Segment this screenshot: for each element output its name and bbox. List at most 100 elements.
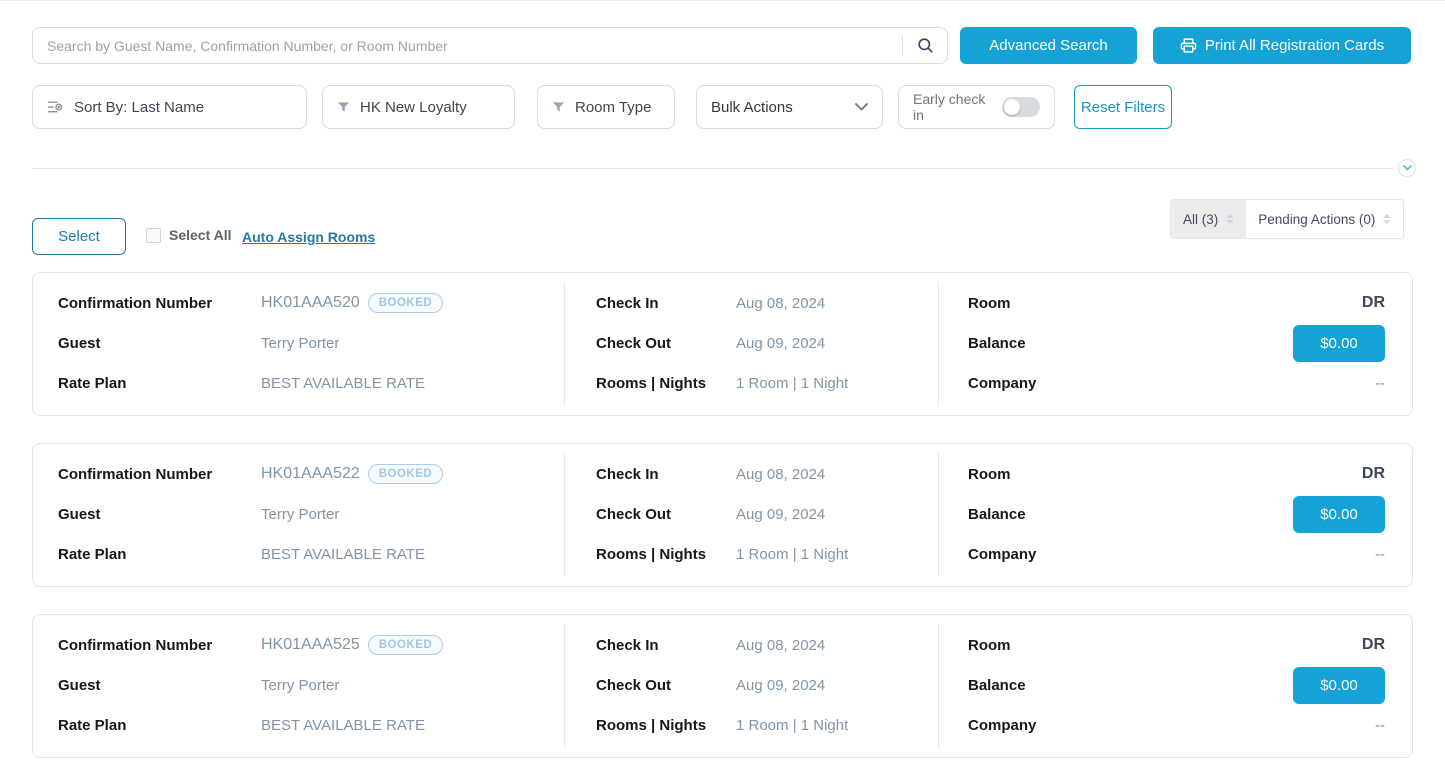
rooms-nights-value: 1 Room | 1 Night bbox=[736, 716, 849, 734]
reset-filters-button[interactable]: Reset Filters bbox=[1074, 85, 1172, 129]
divider bbox=[938, 624, 939, 748]
rate-plan-label: Rate Plan bbox=[58, 716, 127, 734]
reservation-list: Confirmation Number HK01AAA520 BOOKED Gu… bbox=[32, 272, 1413, 758]
check-in-label: Check In bbox=[596, 294, 659, 312]
reservation-card[interactable]: Confirmation Number HK01AAA520 BOOKED Gu… bbox=[32, 272, 1413, 416]
guest-value: Terry Porter bbox=[261, 334, 340, 352]
early-check-in-control: Early check in bbox=[898, 85, 1055, 129]
room-label: Room bbox=[968, 465, 1011, 483]
sort-by-label: Sort By: Last Name bbox=[74, 98, 205, 116]
confirmation-number-value: HK01AAA520 bbox=[261, 294, 360, 311]
room-label: Room bbox=[968, 294, 1011, 312]
company-label: Company bbox=[968, 716, 1037, 734]
guest-label: Guest bbox=[58, 334, 101, 352]
print-all-label: Print All Registration Cards bbox=[1204, 37, 1385, 54]
select-all-control: Select All bbox=[146, 227, 232, 243]
check-out-label: Check Out bbox=[596, 676, 672, 694]
check-in-value: Aug 08, 2024 bbox=[736, 636, 826, 654]
balance-button[interactable]: $0.00 bbox=[1293, 495, 1385, 533]
sort-icon bbox=[47, 100, 64, 114]
divider bbox=[938, 282, 939, 406]
divider bbox=[564, 624, 565, 748]
search-box bbox=[32, 27, 948, 64]
balance-label: Balance bbox=[968, 334, 1026, 352]
tab-all[interactable]: All (3) bbox=[1171, 200, 1247, 238]
company-label: Company bbox=[968, 374, 1037, 392]
room-label: Room bbox=[968, 636, 1011, 654]
search-input[interactable] bbox=[33, 37, 902, 54]
divider bbox=[564, 282, 565, 406]
rooms-nights-label: Rooms | Nights bbox=[596, 374, 707, 392]
hk-new-loyalty-filter[interactable]: HK New Loyalty bbox=[322, 85, 515, 129]
rate-plan-label: Rate Plan bbox=[58, 545, 127, 563]
balance-button[interactable]: $0.00 bbox=[1293, 324, 1385, 362]
select-all-label: Select All bbox=[169, 227, 232, 243]
divider bbox=[902, 35, 903, 56]
rooms-nights-label: Rooms | Nights bbox=[596, 716, 707, 734]
room-type-filter-label: Room Type bbox=[575, 98, 652, 116]
room-value: DR bbox=[1361, 636, 1385, 653]
reservation-card[interactable]: Confirmation Number HK01AAA525 BOOKED Gu… bbox=[32, 614, 1413, 758]
select-all-checkbox[interactable] bbox=[146, 227, 161, 243]
confirmation-number-label: Confirmation Number bbox=[58, 636, 213, 654]
check-in-value: Aug 08, 2024 bbox=[736, 465, 826, 483]
rate-plan-label: Rate Plan bbox=[58, 374, 127, 392]
check-out-value: Aug 09, 2024 bbox=[736, 676, 826, 694]
confirmation-number-label: Confirmation Number bbox=[58, 294, 213, 312]
check-in-label: Check In bbox=[596, 636, 659, 654]
room-value: DR bbox=[1361, 465, 1385, 482]
early-check-in-label: Early check in bbox=[913, 91, 986, 123]
chevron-down-icon bbox=[1402, 165, 1412, 171]
room-type-filter[interactable]: Room Type bbox=[537, 85, 675, 129]
funnel-icon bbox=[552, 101, 565, 113]
sorter-icon bbox=[1383, 214, 1392, 224]
select-button[interactable]: Select bbox=[32, 218, 126, 255]
toggle-knob bbox=[1004, 99, 1020, 115]
guest-label: Guest bbox=[58, 676, 101, 694]
tab-pending-actions[interactable]: Pending Actions (0) bbox=[1246, 200, 1403, 238]
guest-value: Terry Porter bbox=[261, 505, 340, 523]
rate-plan-value: BEST AVAILABLE RATE bbox=[261, 374, 425, 392]
print-all-registration-cards-button[interactable]: Print All Registration Cards bbox=[1153, 27, 1411, 64]
balance-label: Balance bbox=[968, 505, 1026, 523]
check-out-label: Check Out bbox=[596, 505, 672, 523]
bulk-actions-dropdown[interactable]: Bulk Actions bbox=[696, 85, 883, 129]
printer-icon bbox=[1180, 37, 1197, 54]
divider bbox=[564, 453, 565, 577]
check-out-label: Check Out bbox=[596, 334, 672, 352]
balance-label: Balance bbox=[968, 676, 1026, 694]
funnel-icon bbox=[337, 101, 350, 113]
early-check-in-toggle[interactable] bbox=[1002, 97, 1040, 117]
rate-plan-value: BEST AVAILABLE RATE bbox=[261, 545, 425, 563]
chevron-down-icon bbox=[855, 103, 868, 111]
advanced-search-button[interactable]: Advanced Search bbox=[960, 27, 1137, 64]
sort-by-dropdown[interactable]: Sort By: Last Name bbox=[32, 85, 307, 129]
guest-label: Guest bbox=[58, 505, 101, 523]
room-value: DR bbox=[1361, 294, 1385, 311]
check-out-value: Aug 09, 2024 bbox=[736, 334, 826, 352]
auto-assign-rooms-link[interactable]: Auto Assign Rooms bbox=[242, 229, 376, 245]
confirmation-number-value: HK01AAA522 bbox=[261, 465, 360, 482]
sorter-icon bbox=[1226, 214, 1235, 224]
tab-pending-label: Pending Actions (0) bbox=[1258, 211, 1376, 227]
divider bbox=[938, 453, 939, 577]
check-out-value: Aug 09, 2024 bbox=[736, 505, 826, 523]
balance-button[interactable]: $0.00 bbox=[1293, 666, 1385, 704]
confirmation-number-value: HK01AAA525 bbox=[261, 636, 360, 653]
check-in-label: Check In bbox=[596, 465, 659, 483]
status-badge: BOOKED bbox=[367, 635, 444, 655]
collapse-filters-button[interactable] bbox=[1398, 159, 1416, 177]
check-in-value: Aug 08, 2024 bbox=[736, 294, 826, 312]
rooms-nights-value: 1 Room | 1 Night bbox=[736, 374, 849, 392]
guest-value: Terry Porter bbox=[261, 676, 340, 694]
tab-all-label: All (3) bbox=[1183, 211, 1219, 227]
company-value: -- bbox=[1375, 545, 1385, 563]
reservation-tabs: All (3) Pending Actions (0) bbox=[1170, 199, 1405, 239]
reservation-card[interactable]: Confirmation Number HK01AAA522 BOOKED Gu… bbox=[32, 443, 1413, 587]
section-divider bbox=[32, 168, 1393, 169]
rooms-nights-label: Rooms | Nights bbox=[596, 545, 707, 563]
search-icon[interactable] bbox=[903, 36, 947, 55]
rate-plan-value: BEST AVAILABLE RATE bbox=[261, 716, 425, 734]
bulk-actions-label: Bulk Actions bbox=[711, 98, 793, 116]
